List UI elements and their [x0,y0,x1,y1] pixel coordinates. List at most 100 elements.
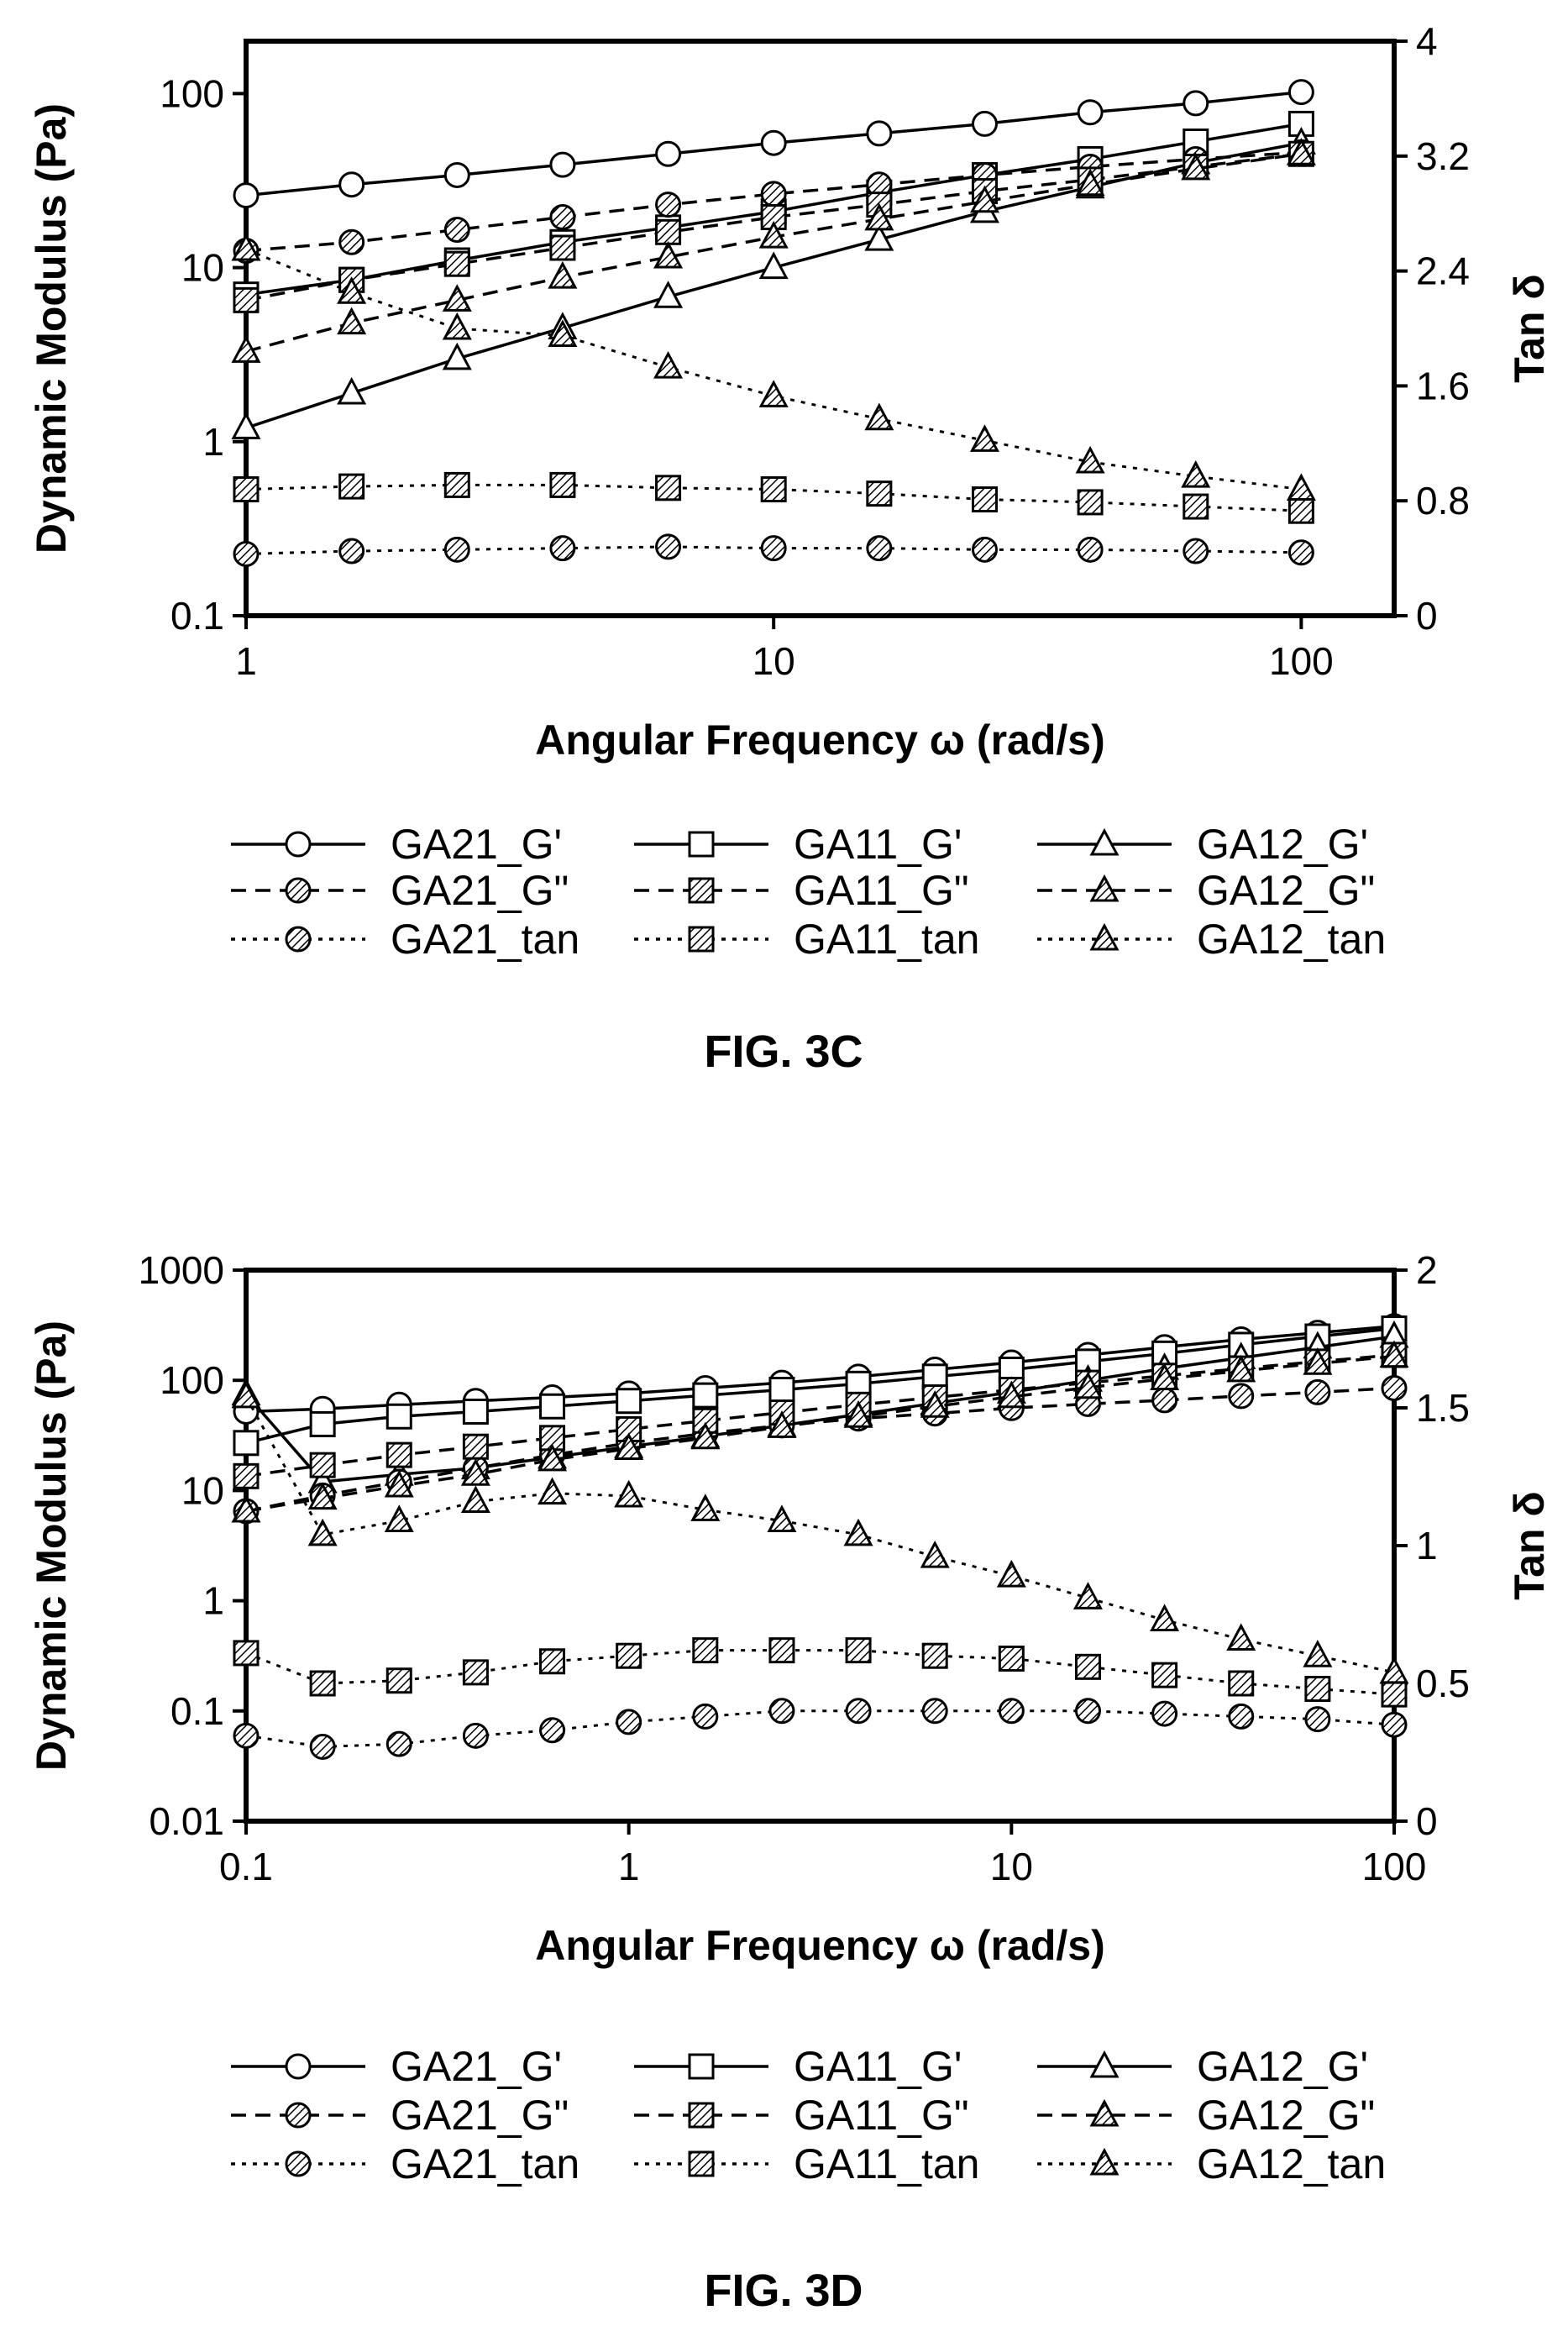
y-tick-label: 0.01 [149,1799,224,1843]
data-point [767,1410,797,1438]
data-point [549,471,576,498]
data-point [1151,1387,1178,1414]
legend-label: GA21_tan [391,916,579,963]
data-point [655,475,682,501]
x-tick-label: 0.1 [219,1845,273,1888]
plot-frame [244,1268,1397,1824]
series-line [244,1396,1395,1674]
data-point [1077,99,1104,126]
data-point [1286,138,1316,165]
data-point [1287,79,1314,106]
legend-label: GA21_tan [391,2140,579,2187]
data-point [614,1432,644,1461]
data-point [1074,1653,1101,1680]
data-point [760,129,787,156]
legend-entry: GA21_G' [231,821,562,868]
data-point [1228,1670,1255,1697]
data-point [768,1698,795,1725]
legend-label: GA12_tan [1197,916,1386,963]
data-point [692,1637,719,1664]
legend-entry: GA21_G" [231,867,569,914]
data-point [1379,1656,1409,1684]
legend-entry: GA12_G' [1037,2043,1368,2090]
legend-entry: GA21_G" [231,2092,569,2139]
x-tick-label: 1 [618,1845,640,1888]
data-point [690,1494,721,1521]
y2-tick-label: 2 [1416,1248,1438,1292]
data-point [692,1382,719,1409]
legend-marker [1089,2147,1120,2176]
series-ga21-tan [233,1698,1408,1760]
data-point [309,1670,336,1697]
legend-label: GA11_tan [794,916,979,963]
data-point [1077,489,1104,516]
legend-marker [1089,2050,1120,2078]
y2-tick-label: 0 [1416,1799,1438,1843]
y2-axis-title: Tan δ [1506,1491,1553,1599]
legend-entry: GA11_tan [634,2140,979,2187]
legend-marker [688,2102,715,2129]
data-point [309,1410,336,1437]
data-point [1151,1700,1178,1727]
y-tick-label: 0.1 [170,594,224,638]
legend-entry: GA11_G" [634,867,969,914]
legend-marker [688,2053,715,2080]
series-line [244,1335,1395,1483]
data-point [692,1703,719,1730]
data-point [1183,493,1209,520]
data-point [996,1559,1026,1588]
legend-entry: GA11_G" [634,2092,969,2139]
data-point [442,312,472,340]
data-point [655,533,682,560]
legend-label: GA12_G' [1197,821,1368,868]
legend-label: GA11_G" [794,2092,969,2139]
data-point [655,218,682,245]
data-point [1304,1706,1331,1733]
data-point [338,228,365,255]
data-point [462,1722,489,1749]
data-point [969,185,999,213]
data-point [539,1717,566,1744]
series-line [245,1709,1395,1748]
legend-entry: GA11_tan [634,916,979,963]
data-point [971,536,998,563]
data-point [231,412,261,439]
data-point [539,1648,566,1675]
series-line [245,152,1302,302]
data-point [338,538,365,564]
series-line [245,1649,1395,1696]
data-point [1286,473,1316,501]
series-line [245,1386,1395,1513]
y-tick-label: 100 [160,1358,224,1402]
data-point [233,1430,260,1457]
data-point [843,1518,873,1546]
data-point [920,1540,950,1568]
data-point [549,234,576,261]
x-tick-label: 1 [235,639,257,683]
data-point [1287,497,1314,524]
y-tick-label: 1000 [139,1248,224,1292]
data-point [1304,1378,1331,1405]
data-point [460,1458,490,1486]
legend-marker [1089,874,1120,902]
data-point [1077,536,1104,563]
data-point [653,350,684,379]
series-ga12-tan [231,1380,1409,1684]
data-point [843,1400,873,1428]
y-axis-title: Dynamic Modulus (Pa) [28,1321,75,1771]
data-point [548,319,578,348]
y-tick-label: 10 [181,246,224,290]
data-point [1379,1340,1409,1368]
data-point [384,1504,414,1532]
data-point [338,171,365,198]
legend-label: GA11_tan [794,2140,979,2187]
data-point [548,260,578,289]
data-point [1072,1371,1103,1399]
data-point [233,540,260,567]
data-point [921,1642,948,1669]
series-line [245,1353,1395,1478]
y-tick-label: 100 [160,71,224,115]
data-point [616,1642,642,1669]
data-point [1381,1681,1408,1708]
